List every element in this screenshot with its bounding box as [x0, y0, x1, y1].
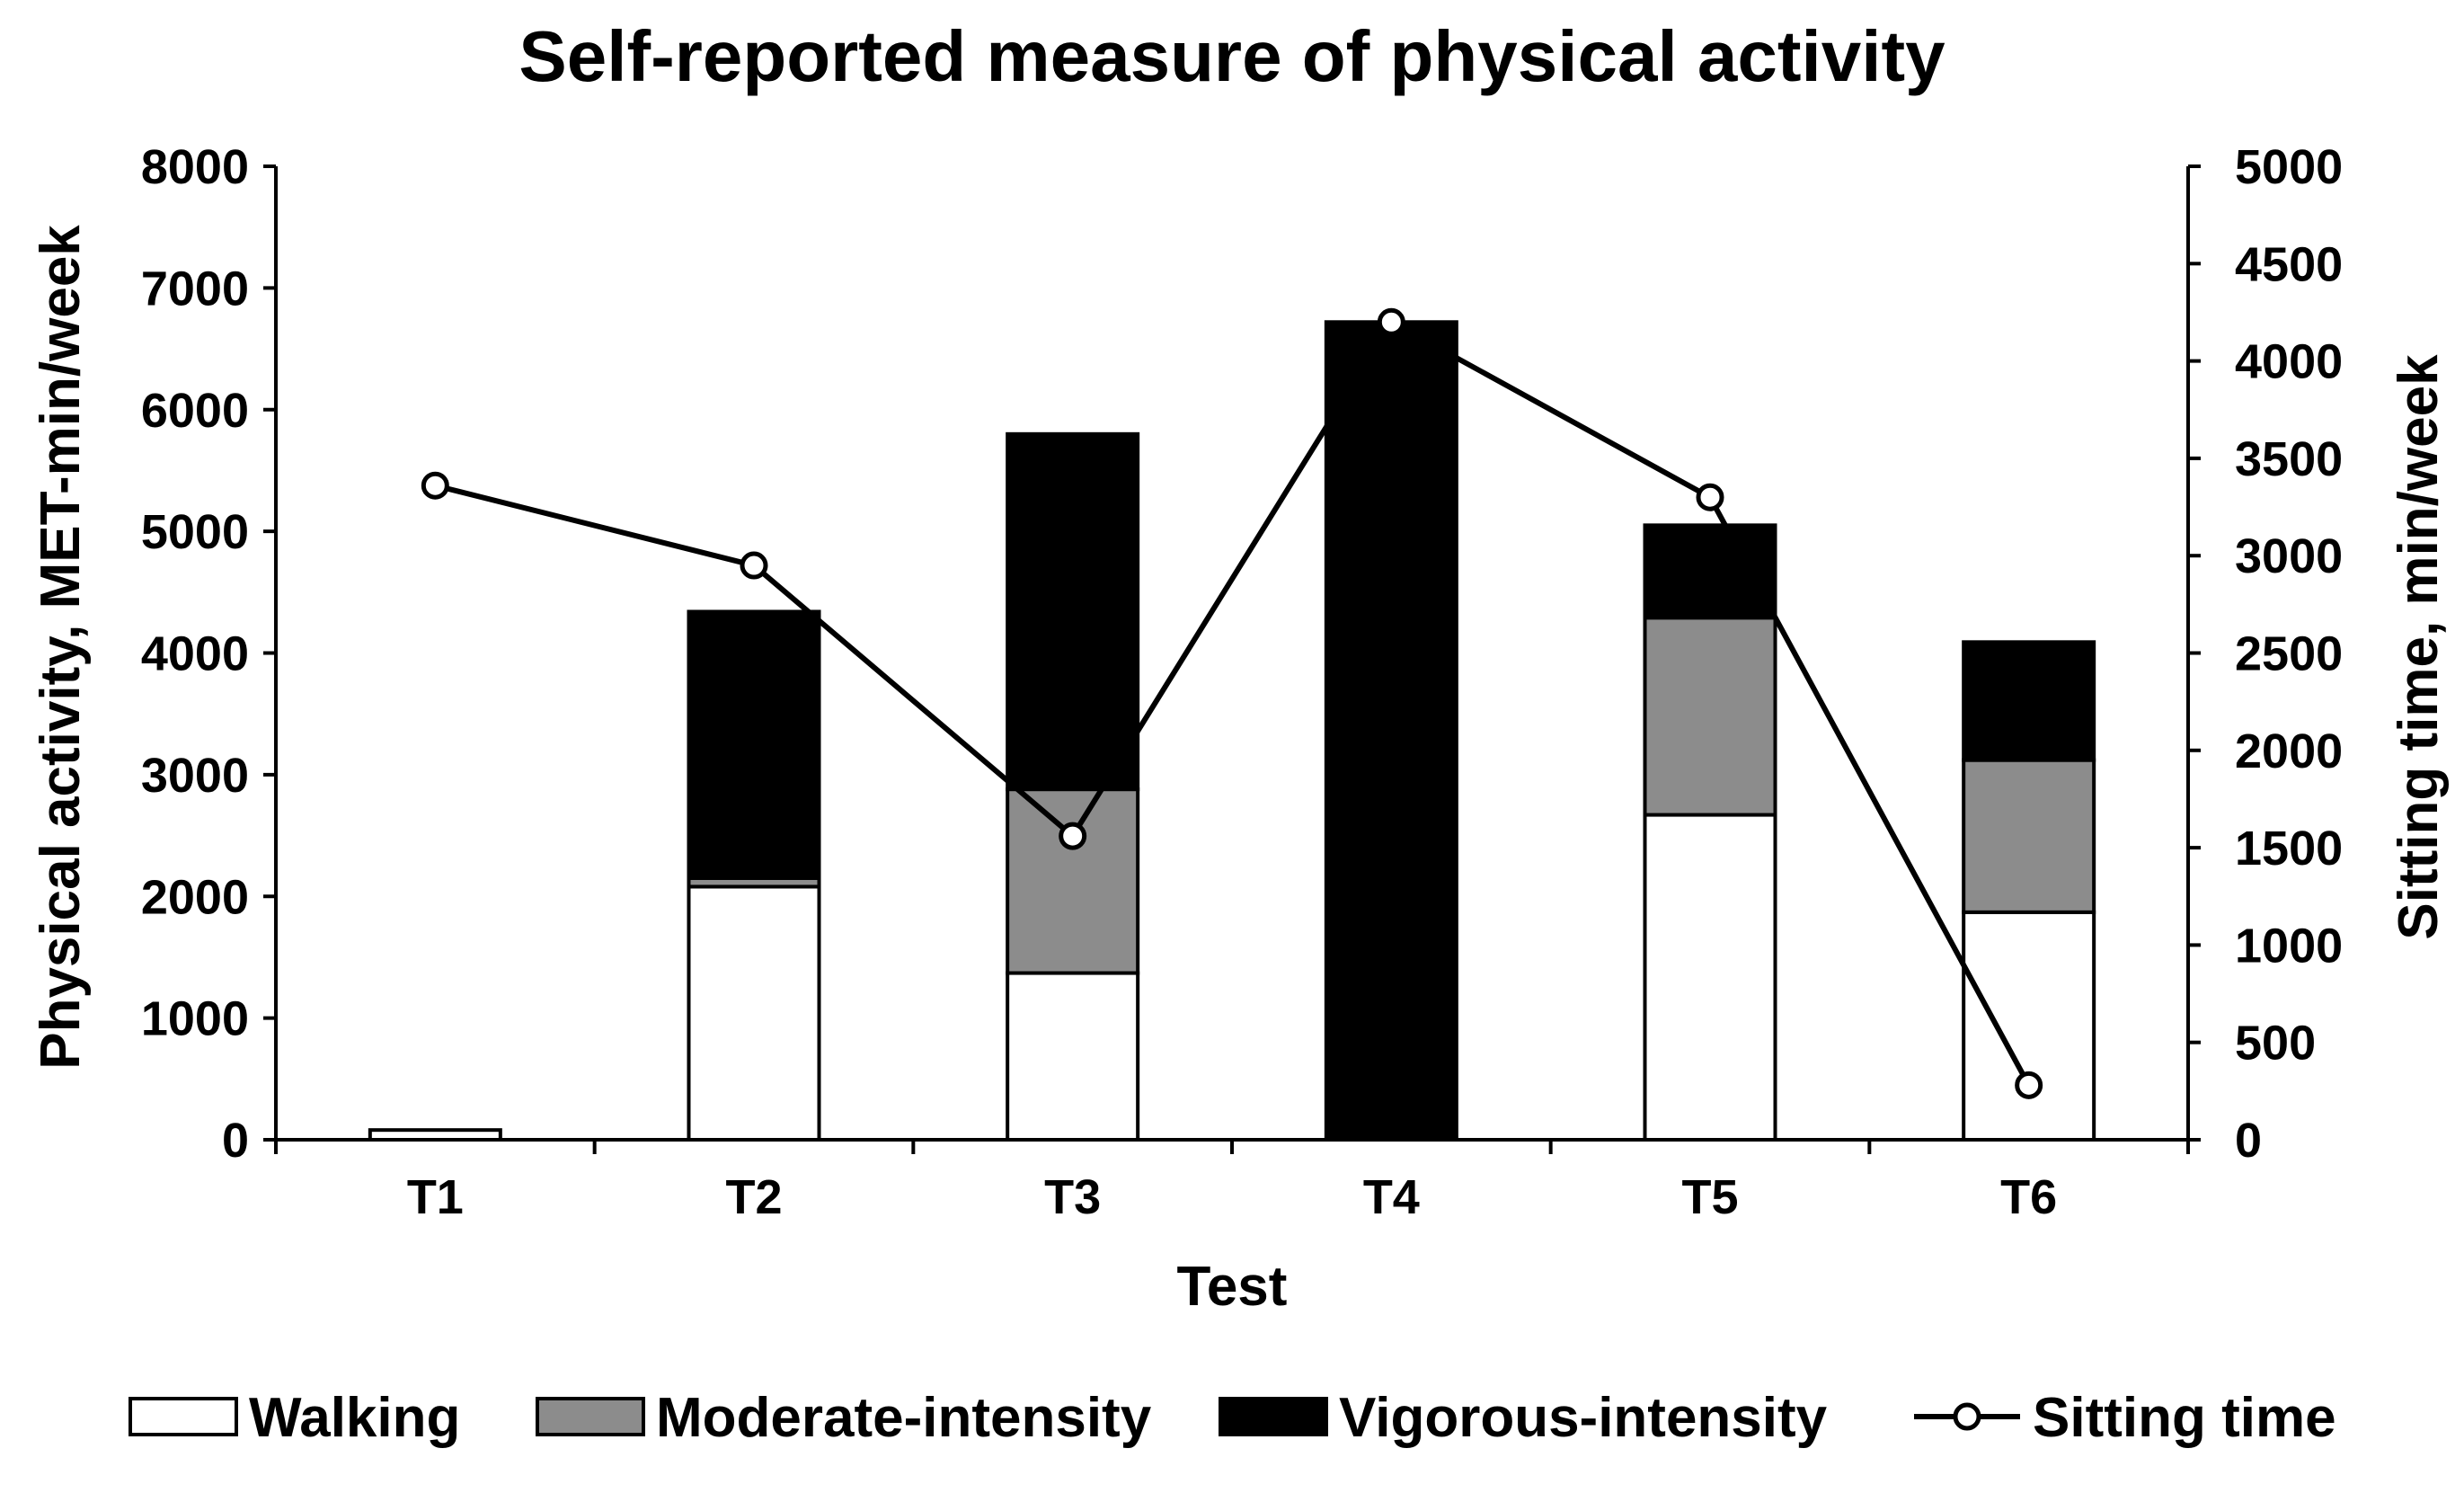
y-tick-label: 5000: [141, 505, 249, 559]
y2-tick-label: 1500: [2235, 822, 2343, 875]
y-tick-label: 6000: [141, 384, 249, 438]
point-sitting-time-t6: [2015, 1071, 2043, 1099]
y-tick-label: 4000: [141, 627, 249, 681]
y2-tick-label: 4000: [2235, 335, 2343, 389]
bar-walking-t6: [1962, 910, 2096, 1142]
y2-tick-label: 0: [2235, 1114, 2262, 1168]
x-tick-label-t2: T2: [725, 1170, 782, 1224]
bar-vigorous-intensity-t4: [1324, 320, 1458, 1142]
y2-tick-label: 3500: [2235, 432, 2343, 486]
y-tick-label: 2000: [141, 870, 249, 924]
legend-swatch-vigorous-intensity: [1219, 1397, 1328, 1436]
bars-layer: [368, 320, 2096, 1142]
bar-moderate-intensity-t6: [1962, 758, 2096, 914]
line-sitting-time: [434, 319, 2032, 1087]
x-tick-label-t3: T3: [1044, 1170, 1101, 1224]
point-sitting-time-t2: [740, 551, 768, 580]
x-axis-title: Test: [1177, 1256, 1288, 1318]
bar-walking-t5: [1643, 813, 1777, 1142]
legend-swatch-walking: [129, 1397, 238, 1436]
point-sitting-time-t3: [1059, 822, 1087, 850]
x-tick-label-t1: T1: [407, 1170, 464, 1224]
point-sitting-time-t5: [1696, 483, 1724, 511]
bar-walking-t2: [687, 884, 821, 1142]
legend-label-sitting-time: Sitting time: [2033, 1387, 2336, 1449]
bar-walking-t3: [1006, 971, 1140, 1142]
x-tick-label-t5: T5: [1681, 1170, 1738, 1224]
bar-vigorous-intensity-t3: [1006, 431, 1140, 792]
legend-marker-sitting-time: [1953, 1402, 1981, 1431]
chart-title: Self-reported measure of physical activi…: [519, 16, 1945, 96]
bar-vigorous-intensity-t6: [1962, 640, 2096, 762]
y2-tick-label: 2500: [2235, 627, 2343, 681]
line-layer: [421, 307, 2043, 1099]
y2-tick-label: 2000: [2235, 724, 2343, 778]
y2-axis-title: Sitting time, min/week: [2388, 354, 2450, 940]
y-tick-label: 8000: [141, 140, 249, 194]
legend-label-walking: Walking: [249, 1387, 460, 1449]
y2-tick-label: 1000: [2235, 919, 2343, 973]
y2-tick-label: 3000: [2235, 529, 2343, 583]
y-tick-label: 7000: [141, 262, 249, 315]
x-tick-label-t4: T4: [1363, 1170, 1420, 1224]
legend-label-moderate-intensity: Moderate-intensity: [656, 1387, 1152, 1449]
y2-tick-label: 500: [2235, 1017, 2316, 1071]
point-sitting-time-t4: [1377, 307, 1405, 336]
y-tick-label: 0: [222, 1114, 249, 1168]
point-sitting-time-t1: [421, 471, 449, 500]
bar-vigorous-intensity-t5: [1643, 523, 1777, 620]
legend-swatch-moderate-intensity: [536, 1397, 645, 1436]
y2-tick-label: 5000: [2235, 140, 2343, 194]
y-axis-title: Physical activity, MET-min/week: [30, 225, 92, 1070]
x-tick-label-t6: T6: [2000, 1170, 2057, 1224]
y2-tick-label: 4500: [2235, 237, 2343, 291]
y-tick-label: 1000: [141, 992, 249, 1046]
y-tick-label: 3000: [141, 749, 249, 803]
bar-moderate-intensity-t3: [1006, 787, 1140, 975]
bar-vigorous-intensity-t2: [687, 609, 821, 880]
legend-label-vigorous-intensity: Vigorous-intensity: [1339, 1387, 1828, 1449]
bar-moderate-intensity-t5: [1643, 616, 1777, 817]
axes-layer: 0 1000 2000 3000 4000 5000 6000 7000 8000 0 500 100…: [141, 140, 2343, 1224]
legend: Walking Moderate-intensity Vigorous-intens…: [129, 1387, 2336, 1449]
